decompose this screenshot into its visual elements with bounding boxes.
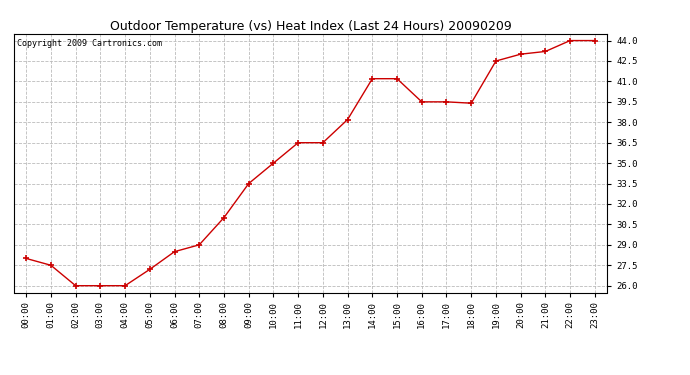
Text: Copyright 2009 Cartronics.com: Copyright 2009 Cartronics.com (17, 39, 161, 48)
Title: Outdoor Temperature (vs) Heat Index (Last 24 Hours) 20090209: Outdoor Temperature (vs) Heat Index (Las… (110, 20, 511, 33)
